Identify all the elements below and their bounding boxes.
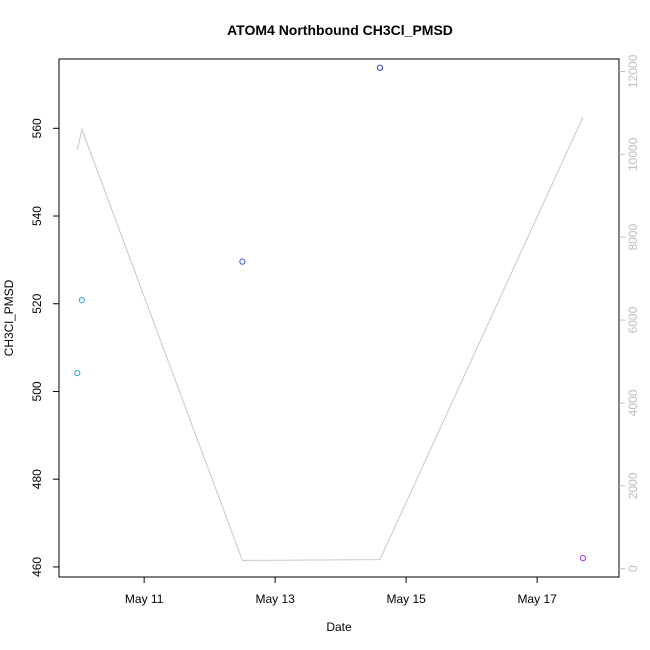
data-point xyxy=(239,258,246,265)
series-line xyxy=(76,116,584,561)
chart-title: ATOM4 Northbound CH3Cl_PMSD xyxy=(227,22,453,38)
plot-frame xyxy=(58,58,620,578)
y2-tick-label: 2000 xyxy=(626,472,640,499)
data-point xyxy=(78,297,86,304)
x-axis-title: Date xyxy=(326,620,352,634)
points-layer xyxy=(74,64,587,562)
y-tick-label: 520 xyxy=(30,293,44,313)
y-tick-label: 460 xyxy=(30,557,44,577)
y2-tick-label: 0 xyxy=(626,565,640,572)
right-axis: 0 2000 4000 6000 8000 10000 12000 xyxy=(619,54,640,572)
data-point xyxy=(579,555,587,562)
x-axis: May 11 May 13 May 15 May 17 xyxy=(125,577,557,606)
y2-tick-label: 8000 xyxy=(626,224,640,251)
y2-tick-label: 12000 xyxy=(626,54,640,88)
data-point xyxy=(376,64,384,71)
y-tick-label: 500 xyxy=(30,381,44,401)
y2-tick-label: 6000 xyxy=(626,306,640,333)
y2-tick-label: 4000 xyxy=(626,389,640,416)
x-tick-label: May 15 xyxy=(386,592,426,606)
x-tick-label: May 11 xyxy=(125,592,164,606)
y-axis-title: CH3Cl_PMSD xyxy=(2,279,16,356)
y-axis: 460 480 500 520 540 560 xyxy=(30,118,59,577)
y-tick-label: 560 xyxy=(30,118,44,138)
x-tick-label: May 13 xyxy=(255,592,295,606)
y-tick-label: 540 xyxy=(30,206,44,226)
y-tick-label: 480 xyxy=(30,469,44,489)
x-tick-label: May 17 xyxy=(517,592,557,606)
data-point xyxy=(74,369,81,377)
y2-tick-label: 10000 xyxy=(626,137,640,171)
line-layer xyxy=(76,116,584,561)
